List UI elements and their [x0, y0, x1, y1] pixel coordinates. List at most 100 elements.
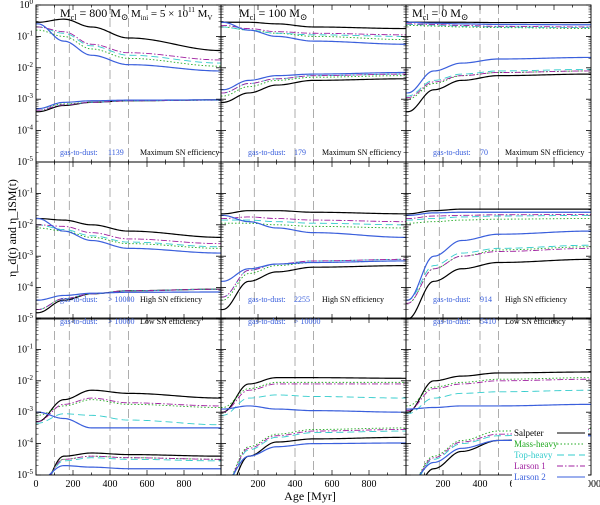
xtick-label-7: 400 — [288, 479, 303, 490]
ytick-label-r2-e-5: 10-5 — [17, 312, 33, 325]
panel-r2c3 — [405, 161, 592, 320]
xtick-label-1: 0 — [34, 479, 39, 490]
panel-r1c1-ism-salpeter — [36, 18, 221, 52]
panel-r2c2 — [220, 161, 407, 320]
ytick-label-r1-e-1: 10-1 — [17, 29, 33, 42]
eff-label-r2c1: High SN efficiency — [140, 295, 202, 304]
panel-r1c3-dust-larson-1 — [406, 70, 591, 99]
gas-value-r2c2: 2255 — [294, 295, 310, 304]
panel-r3c3-ism-top-heavy — [406, 389, 591, 415]
legend-label-larson1: Larson 1 — [514, 461, 546, 471]
eff-label-r1c2: Maximum SN efficiency — [322, 148, 401, 157]
gas-value-r1c1: 1139 — [108, 148, 124, 157]
panel-r3c2-ism-top-heavy — [221, 394, 406, 416]
legend-label-salpeter: Salpeter — [514, 428, 544, 438]
panel-r2c1-ism-larson-1 — [36, 224, 221, 245]
panel-r1c2 — [220, 4, 407, 163]
panel-r2c3-dust-top-heavy — [406, 244, 591, 301]
panel-r3c1-dust-top-heavy — [50, 457, 221, 475]
panel-r1c1-ism-larson-1 — [36, 26, 221, 61]
xtick-label-10: 200 — [436, 479, 451, 490]
panel-r2c2-curves — [221, 210, 406, 311]
panel-r2c2-dust-larson-2 — [221, 260, 406, 282]
gas-value-r1c2: 179 — [294, 148, 306, 157]
panel-r1c3 — [405, 4, 592, 163]
panel-r1c2-curves — [221, 21, 406, 103]
ytick-label-r1-e-5: 10-5 — [17, 155, 33, 168]
panel-r1c2-dust-salpeter — [221, 78, 406, 103]
panel-r3c2-dust-larson-2 — [232, 442, 406, 475]
gas-label-r3c2: gas-to-dust: — [248, 317, 286, 326]
panel-r3c2-ism-larson-1 — [221, 383, 406, 413]
panel-r3c2-ism-salpeter — [221, 377, 406, 413]
panel-r2c2-ism-larson-1 — [221, 216, 406, 223]
panel-r1c2-ism-mass-heavy — [221, 26, 406, 40]
panel-r1c1 — [35, 4, 222, 163]
panel-r2c1-ism-salpeter — [36, 217, 221, 238]
panel-r1c2-ism-top-heavy — [221, 26, 406, 37]
eff-label-r1c1: Maximum SN efficiency — [140, 148, 219, 157]
legend-label-top-heavy: Top-heavy — [514, 450, 553, 460]
col-title-2: Mcl = 100 M⊙ — [239, 6, 307, 22]
gas-label-r2c1: gas-to-dust: — [60, 295, 98, 304]
eff-label-r2c2: High SN efficiency — [322, 295, 384, 304]
panel-r2c3-dust-salpeter — [406, 258, 591, 319]
panel-r3c1-ism-mass-heavy — [36, 399, 221, 416]
row-annotations: gas-to-dust: 1139 Maximum SN efficiency … — [60, 148, 584, 326]
panel-r3c3-ism-mass-heavy — [406, 377, 591, 407]
panel-r2c2-ism-top-heavy — [221, 219, 406, 226]
xtick-label-3: 400 — [103, 479, 118, 490]
panel-r1c2-dust-top-heavy — [221, 73, 406, 94]
panel-r3c2 — [220, 317, 407, 476]
gas-label-r2c3: gas-to-dust: — [433, 295, 471, 304]
panel-r2c3-dust-larson-2 — [406, 230, 591, 301]
panel-r1c3-ism-larson-2 — [406, 21, 591, 26]
ytick-label-r1-e-2: 10-2 — [17, 61, 33, 74]
ytick-label-r1-e-4: 10-4 — [17, 124, 33, 137]
ytick-label-r2-e-1: 10-1 — [17, 186, 33, 199]
xtick-label-2: 200 — [66, 479, 81, 490]
panel-r3c1-ism-larson-2 — [36, 411, 221, 429]
panel-r3c3-curves — [406, 371, 591, 475]
panel-r3c2-curves — [221, 377, 406, 475]
gas-value-r3c2: > 10000 — [294, 317, 321, 326]
panel-r1c2-dust-larson-1 — [221, 73, 406, 94]
eff-label-r2c3: High SN efficiency — [505, 295, 567, 304]
gas-value-r3c3: 5410 — [480, 317, 496, 326]
panel-r1c3-dust-mass-heavy — [406, 70, 591, 100]
xtick-label-11: 400 — [473, 479, 488, 490]
xtick-label-6: 200 — [251, 479, 266, 490]
panel-r2c3-dust-larson-1 — [406, 247, 591, 304]
panel-r3c1-dust-salpeter — [50, 452, 221, 475]
panel-r1c3-dust-salpeter — [406, 73, 591, 113]
panel-r3c2-dust-top-heavy — [233, 430, 406, 475]
panel-r2c1-dust-top-heavy — [36, 288, 221, 311]
ytick-label-r3-e-2: 10-2 — [17, 374, 33, 387]
panel-r2c1-dust-larson-2 — [36, 291, 221, 301]
y-axis-label: η_d(t) and η_ISM(t) — [5, 179, 19, 277]
ytick-label-r1-e-3: 10-3 — [17, 92, 33, 105]
panel-r2c2-ism-mass-heavy — [221, 222, 406, 229]
panel-r3c1-ism-larson-1 — [36, 397, 221, 423]
panel-r1c3-dust-larson-2 — [406, 56, 591, 94]
ytick-label-r3-e-1: 10-1 — [17, 342, 33, 355]
gas-value-r2c1: > 10000 — [108, 295, 135, 304]
panel-r3c2-dust-mass-heavy — [232, 427, 406, 475]
panel-r3c1-dust-larson-1 — [50, 455, 221, 475]
xtick-label-9: 800 — [362, 479, 377, 490]
ytick-label-r2-e-3: 10-3 — [17, 249, 33, 262]
ytick-label-r1-e0: 100 — [20, 0, 34, 11]
panel-r3c2-ism-larson-2 — [221, 405, 406, 413]
panel-r3c1-ism-top-heavy — [36, 413, 221, 426]
legend-label-mass-heavy: Mass-heavy — [514, 439, 558, 449]
panel-r2c3-ism-larson-1 — [406, 213, 591, 219]
gas-label-r3c1: gas-to-dust: — [60, 317, 98, 326]
panel-r2c1-curves — [36, 217, 221, 314]
panel-r1c3-ism-top-heavy — [406, 24, 591, 29]
panel-r2c1-dust-larson-1 — [36, 288, 221, 311]
panel-r3c1-curves — [36, 389, 221, 475]
gas-label-r2c2: gas-to-dust: — [248, 295, 286, 304]
panel-r3c2-ism-mass-heavy — [221, 381, 406, 408]
panel-r1c1-ism-top-heavy — [36, 26, 221, 64]
panel-r1c1-ism-larson-2 — [36, 23, 221, 72]
